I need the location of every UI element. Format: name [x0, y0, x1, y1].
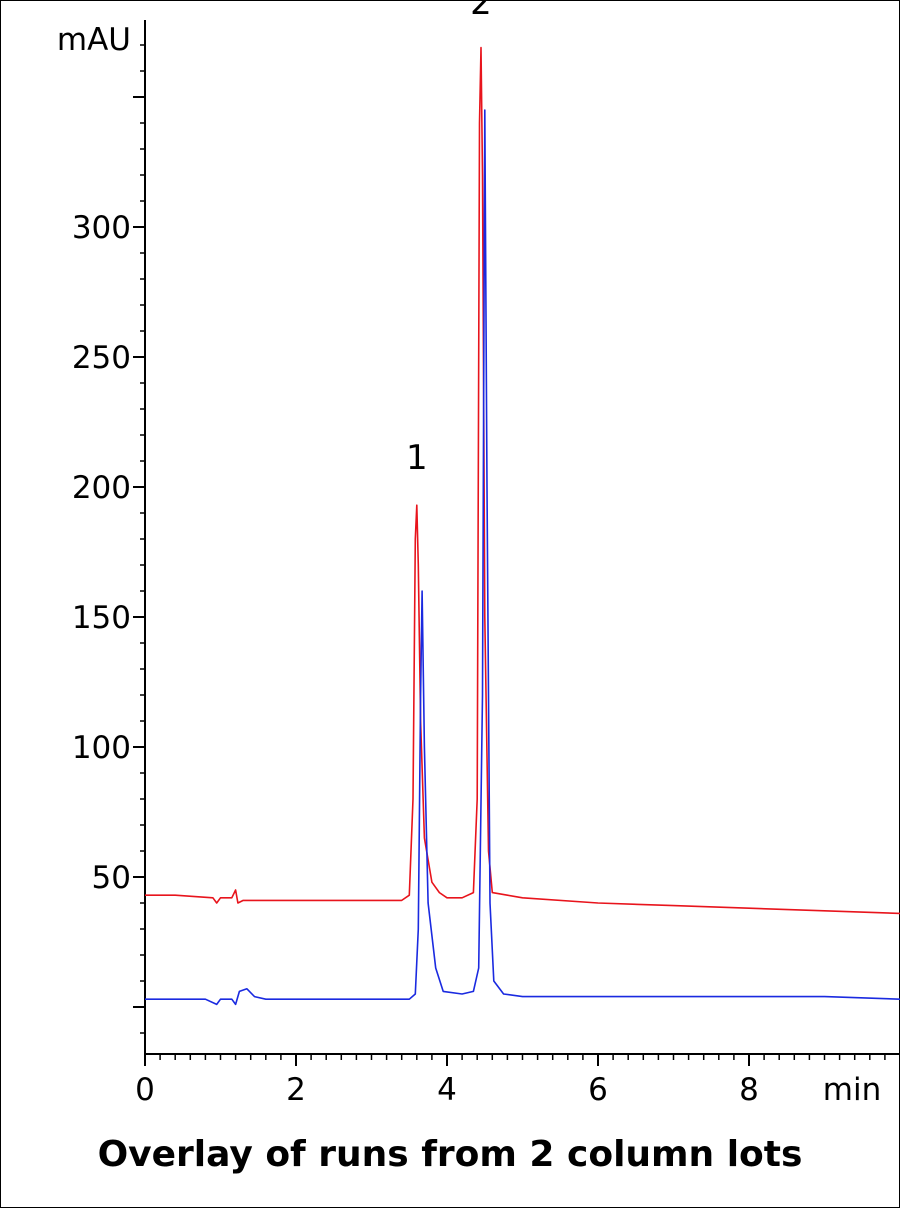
- chart-traces: [145, 46, 900, 1006]
- x-tick-label: 0: [135, 1072, 155, 1108]
- y-axis-label: mAU: [57, 22, 131, 58]
- y-tick-label: 150: [72, 600, 131, 636]
- x-tick-label: 2: [286, 1072, 306, 1108]
- chromatogram-chart: 50 100 150 200 250 300 mAU 0 2 4 6 8 min 1 2: [57, 0, 900, 1108]
- trace-line-1: [145, 46, 900, 915]
- y-tick-label: 50: [92, 860, 131, 896]
- peak-label-2: 2: [470, 0, 492, 23]
- trace-line-2: [145, 109, 900, 1006]
- chart-labels: 50 100 150 200 250 300 mAU 0 2 4 6 8 min 1 2: [57, 0, 881, 1108]
- x-tick-label: 6: [588, 1072, 608, 1108]
- x-tick-label: 8: [739, 1072, 759, 1108]
- x-axis-label: min: [823, 1072, 881, 1108]
- peak-label-1: 1: [406, 438, 428, 478]
- chart-axes: [144, 20, 900, 1055]
- y-tick-label: 300: [72, 210, 131, 246]
- axis-ticks: [133, 44, 900, 1066]
- x-tick-label: 4: [437, 1072, 457, 1108]
- y-tick-label: 200: [72, 470, 131, 506]
- chart-caption: Overlay of runs from 2 column lots: [97, 1134, 803, 1175]
- y-tick-label: 250: [72, 340, 131, 376]
- y-tick-label: 100: [72, 730, 131, 766]
